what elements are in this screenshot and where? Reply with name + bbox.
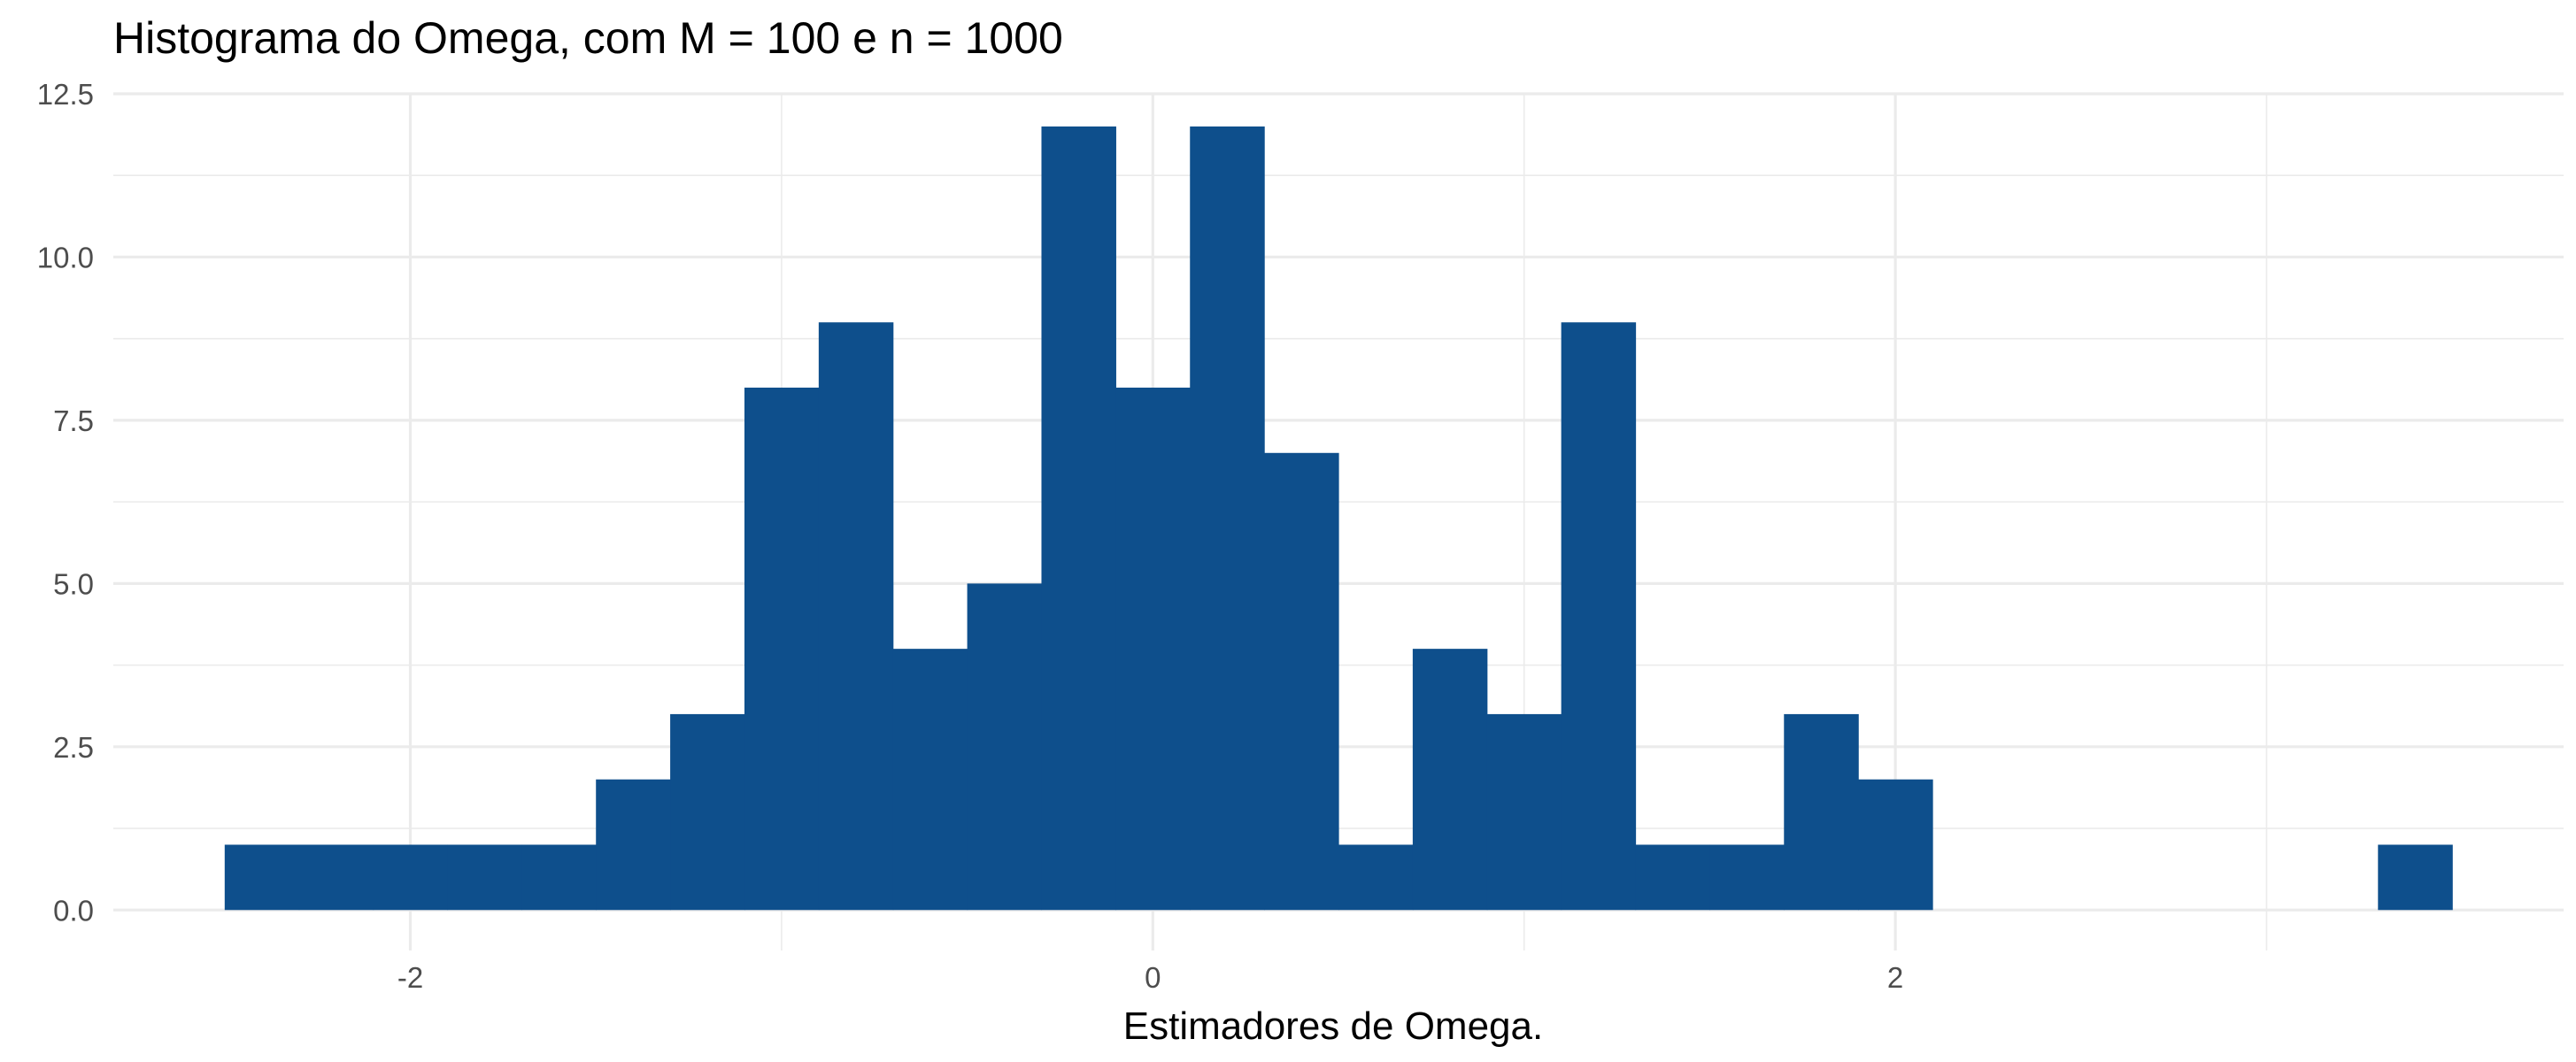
y-tick-label: 5.0: [53, 567, 94, 600]
histogram-bar: [892, 649, 968, 911]
histogram-bar: [1412, 649, 1488, 911]
histogram-bar: [1338, 844, 1414, 911]
histogram-bar: [1561, 322, 1637, 911]
histogram-bar: [1486, 713, 1562, 911]
histogram-bar: [373, 844, 449, 911]
x-axis-tick-labels: -2 0 2: [397, 961, 1903, 994]
histogram-bar: [1635, 844, 1710, 911]
histogram-bar: [818, 322, 894, 911]
histogram-bar: [1858, 779, 1933, 911]
histogram-bar: [744, 388, 820, 911]
histogram-bars: [224, 126, 2453, 911]
x-tick-label: -2: [397, 961, 423, 994]
x-axis-title: Estimadores de Omega.: [1123, 1004, 1543, 1048]
histogram-bar: [1709, 844, 1785, 911]
x-tick-label: 0: [1145, 961, 1161, 994]
y-tick-label: 7.5: [53, 404, 94, 437]
histogram-bar: [1041, 126, 1116, 911]
y-tick-label: 12.5: [37, 78, 94, 111]
histogram-bar: [224, 844, 300, 911]
histogram-bar: [1115, 388, 1191, 911]
histogram-bar: [1784, 713, 1859, 911]
x-tick-label: 2: [1887, 961, 1903, 994]
histogram-bar: [521, 844, 597, 911]
histogram-bar: [1264, 452, 1339, 911]
histogram-bar: [1190, 126, 1265, 911]
y-tick-label: 10.0: [37, 241, 94, 273]
chart-title: Histograma do Omega, com M = 100 e n = 1…: [113, 13, 1063, 63]
histogram-bar: [596, 779, 671, 911]
y-tick-label: 0.0: [53, 894, 94, 927]
histogram-bar: [298, 844, 374, 911]
histogram-bar: [2378, 844, 2453, 911]
histogram-bar: [447, 844, 522, 911]
y-tick-label: 2.5: [53, 731, 94, 764]
histogram-bar: [967, 583, 1043, 911]
histogram-bar: [670, 713, 745, 911]
y-axis-tick-labels: 0.0 2.5 5.0 7.5 10.0 12.5: [37, 78, 94, 927]
